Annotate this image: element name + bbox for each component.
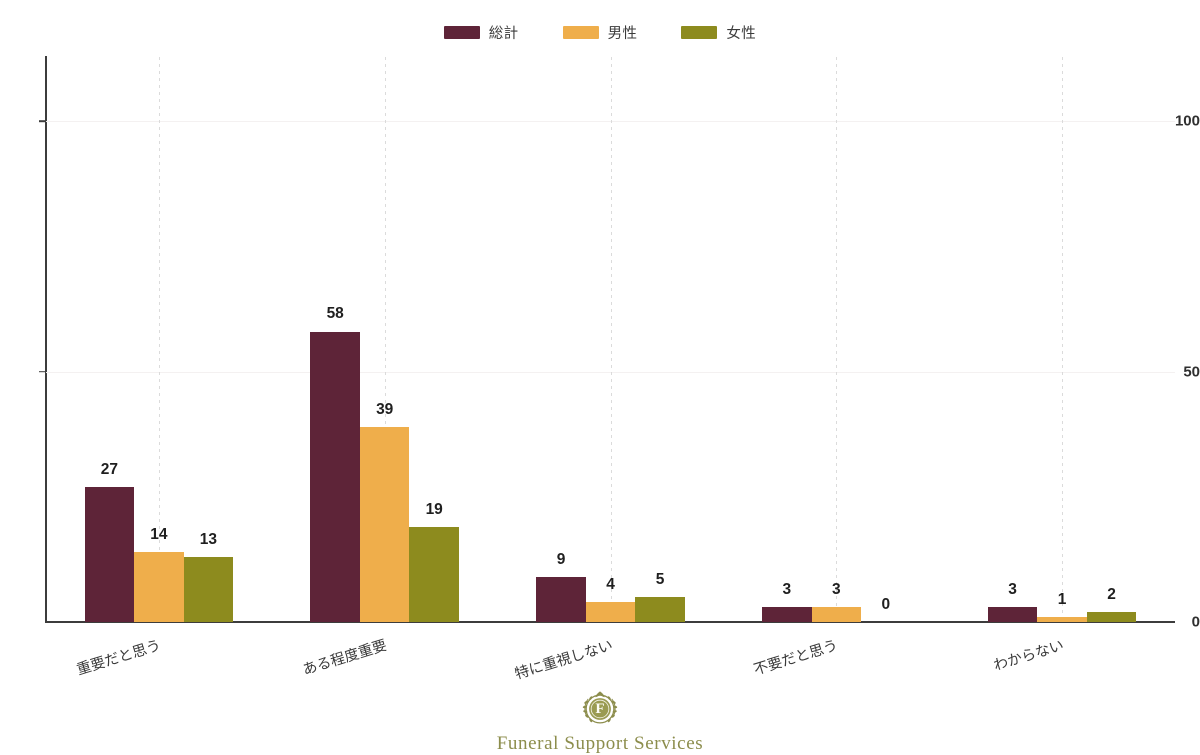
x-tick-label-4: わからない (991, 637, 1066, 675)
y-axis-spine (45, 56, 47, 622)
legend-label: 総計 (488, 25, 519, 42)
bar-2-2[interactable] (635, 596, 685, 622)
legend-label: 男性 (607, 25, 638, 42)
bar-4-1[interactable] (1037, 617, 1087, 622)
x-tick-label-0: 重要だと思う (74, 637, 163, 679)
x-tick-label-2: 特に重視しない (512, 637, 615, 683)
legend-item-2[interactable]: 女性 (681, 22, 756, 43)
legend-swatch-icon (562, 25, 599, 39)
legend-item-1[interactable]: 男性 (562, 22, 638, 43)
bar-3-1[interactable] (811, 606, 862, 622)
bar-0-1[interactable] (134, 551, 184, 622)
bar-value-label: 0 (881, 596, 891, 613)
bar-value-label: 9 (556, 550, 566, 568)
bar-value-label: 1 (1057, 590, 1067, 608)
y-tick-mark (39, 120, 46, 122)
bar-2-0[interactable] (536, 576, 586, 622)
bar-value-label: 3 (782, 580, 792, 598)
vertical-gridline (836, 57, 838, 621)
y-tick-label: 50 (1183, 363, 1200, 381)
legend-swatch-icon (443, 25, 480, 39)
bar-value-label: 19 (425, 500, 443, 518)
bar-value-label: 3 (1008, 580, 1017, 598)
y-tick-label: 100 (1174, 112, 1200, 130)
vertical-gridline (1062, 57, 1064, 621)
bar-0-0[interactable] (84, 486, 135, 622)
bar-value-label: 4 (606, 575, 615, 593)
bar-value-label: 5 (655, 570, 665, 588)
x-tick-label-3: 不要だと思う (752, 637, 841, 679)
bar-value-label: 2 (1107, 585, 1116, 603)
brand-name: Funeral Support Services (496, 733, 704, 754)
y-tick-mark (39, 370, 46, 373)
vertical-gridline (384, 57, 386, 621)
y-tick-label: 0 (1191, 613, 1200, 631)
bar-value-label: 13 (199, 530, 218, 548)
chart-legend: 総計 男性 女性 (0, 19, 1200, 45)
bar-4-2[interactable] (1086, 611, 1137, 622)
bar-3-0[interactable] (762, 606, 812, 622)
bar-value-label: 3 (831, 580, 841, 598)
bar-2-1[interactable] (585, 601, 636, 622)
x-tick-label-1: ある程度重要 (300, 637, 389, 679)
laurel-wreath-emblem-icon: F (579, 688, 621, 730)
vertical-gridline (158, 57, 160, 621)
bar-value-label: 27 (100, 460, 119, 478)
legend-label: 女性 (726, 25, 757, 42)
legend-swatch-icon (681, 25, 718, 39)
bar-4-0[interactable] (987, 606, 1038, 622)
legend-item-0[interactable]: 総計 (443, 22, 519, 43)
bar-value-label: 14 (150, 525, 168, 543)
vertical-gridline (610, 57, 612, 621)
bar-0-2[interactable] (183, 556, 234, 622)
bar-value-label: 58 (326, 305, 344, 323)
brand-footer: F Funeral Support Services (0, 688, 1200, 755)
bar-1-2[interactable] (409, 526, 459, 622)
bar-1-1[interactable] (359, 426, 410, 622)
logo-letter-f: F (595, 701, 604, 717)
bar-1-0[interactable] (310, 331, 360, 622)
bars-layer (84, 331, 1137, 622)
bar-value-label: 39 (376, 400, 394, 418)
